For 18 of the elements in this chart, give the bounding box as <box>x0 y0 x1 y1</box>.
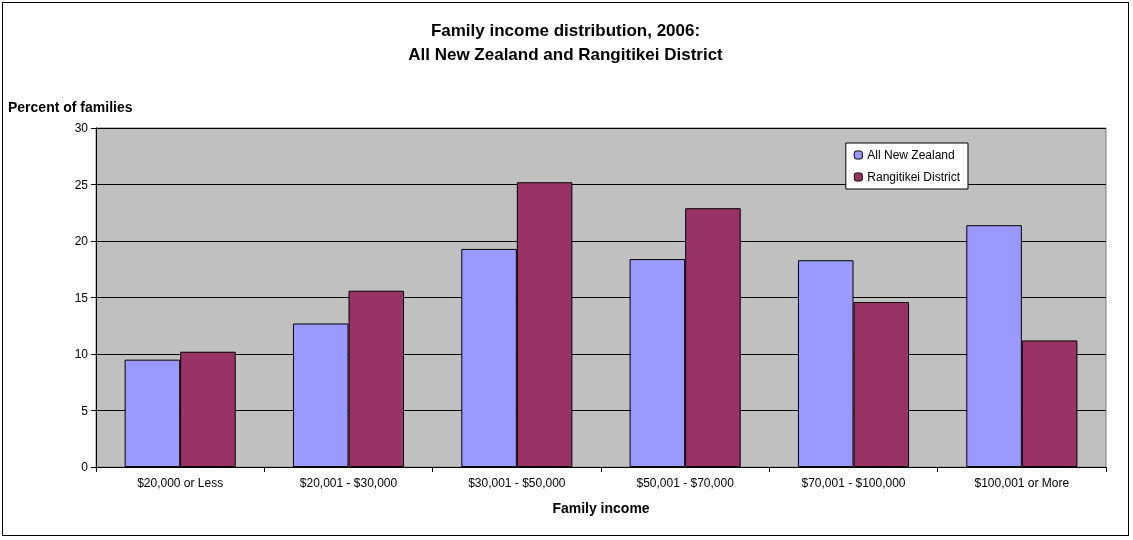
x-tick-label: $20,000 or Less <box>137 476 224 490</box>
chart-title: Family income distribution, 2006: All New Zealand and Rangitikei District <box>408 20 724 64</box>
x-tick-label: $30,001 - $50,000 <box>468 476 566 490</box>
legend-label: Rangitikei District <box>867 170 961 184</box>
x-axis-title: Family income <box>552 500 650 516</box>
x-tick-label: $50,001 - $70,000 <box>636 476 735 490</box>
y-tick-label: 5 <box>81 403 89 418</box>
x-tick-label: $70,001 - $100,000 <box>801 476 906 490</box>
y-axis-title: Percent of families <box>8 99 133 115</box>
y-tick-label: 25 <box>74 177 89 192</box>
y-tick-label: 10 <box>74 347 89 361</box>
y-tick-label: 15 <box>74 290 89 305</box>
x-tick-label: $100,001 or More <box>974 476 1070 490</box>
x-tick-label: $20,001 - $30,000 <box>299 476 398 490</box>
legend-label: All New Zealand <box>867 148 955 162</box>
y-tick-label: 0 <box>81 460 89 474</box>
y-tick-label: 30 <box>74 121 89 135</box>
y-tick-label: 20 <box>74 234 89 248</box>
